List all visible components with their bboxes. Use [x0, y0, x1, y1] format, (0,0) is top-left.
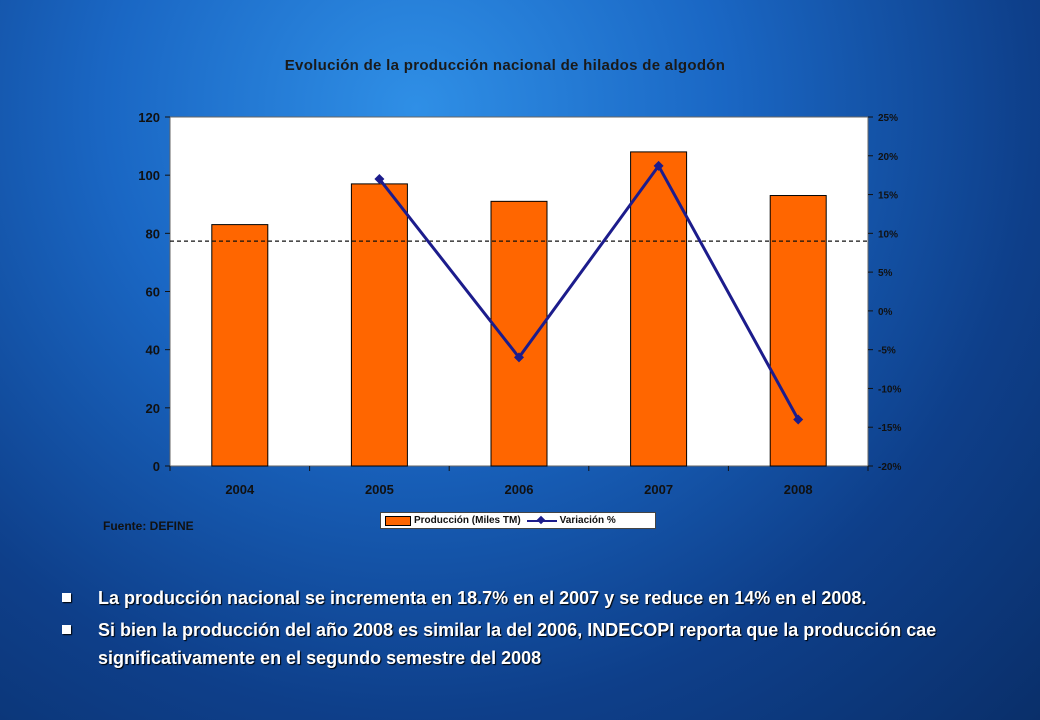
- variation-point: [793, 414, 804, 425]
- legend-label-variation: Variación %: [559, 515, 616, 526]
- chart-title: Evolución de la producción nacional de h…: [284, 57, 726, 74]
- legend-label-production: Producción (Miles TM): [414, 515, 521, 526]
- y-tick-label: 20: [146, 401, 160, 416]
- x-tick-label: 2004: [225, 482, 255, 497]
- y2-tick-label: 0%: [878, 307, 893, 318]
- x-tick-label: 2008: [784, 482, 813, 497]
- bar: [211, 224, 269, 467]
- y2-tick-label: 5%: [878, 268, 893, 279]
- bar: [630, 151, 688, 467]
- y2-tick-label: 15%: [878, 191, 898, 202]
- bullet-square-icon: [62, 593, 71, 602]
- bullet-item: La producción nacional se incrementa en …: [62, 584, 1012, 612]
- x-tick-label: 2006: [505, 482, 534, 497]
- bar: [350, 183, 408, 467]
- y2-tick-label: -15%: [878, 423, 901, 434]
- legend-item-variation: Variación %: [526, 515, 616, 526]
- chart: 0 20 40 60 80 100 120 -20% -15% -10% -5% 0% 5% 10% 15%…: [138, 110, 901, 497]
- variation-point: [514, 352, 524, 363]
- y2-tick-label: -10%: [878, 384, 901, 395]
- y-tick-label: 80: [146, 226, 160, 241]
- y2-tick-label: -5%: [878, 346, 896, 357]
- y2-tick-label: 25%: [878, 113, 898, 124]
- legend-bar-swatch: [385, 515, 411, 526]
- y-tick-label: 40: [146, 343, 160, 358]
- y2-tick-label: 10%: [878, 229, 898, 240]
- y-tick-label: 100: [138, 168, 160, 183]
- variation-point: [374, 174, 385, 185]
- y-tick-label: 120: [138, 110, 160, 125]
- bullet-square-icon: [62, 625, 71, 634]
- x-tick-label: 2007: [644, 482, 673, 497]
- y2-tick-label: -20%: [878, 462, 901, 473]
- variation-line: [378, 163, 800, 421]
- x-tick-label: 2005: [365, 482, 394, 497]
- legend-item-production: Producción (Miles TM): [385, 515, 521, 526]
- y2-tick-label: 20%: [878, 152, 898, 163]
- bullet-text: Si bien la producción del año 2008 es si…: [98, 620, 937, 668]
- chart-legend: Producción (Miles TM) Variación %: [380, 512, 656, 529]
- legend-line-swatch: [526, 516, 557, 526]
- bullet-text: La producción nacional se incrementa en …: [98, 588, 867, 608]
- bar: [769, 195, 827, 467]
- variation-point: [653, 160, 664, 171]
- y-tick-label: 0: [153, 459, 160, 474]
- source-note: Fuente: DEFINE: [103, 519, 194, 533]
- bullet-item: Si bien la producción del año 2008 es si…: [62, 616, 1012, 672]
- bullet-list: La producción nacional se incrementa en …: [62, 584, 1012, 676]
- y-tick-label: 60: [146, 285, 160, 300]
